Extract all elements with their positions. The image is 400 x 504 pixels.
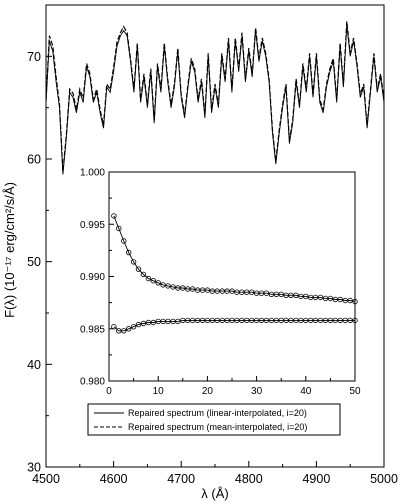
inset-x-ticks: 0 10 20 30 40 50 xyxy=(106,376,361,397)
main-x-tick-label: 5000 xyxy=(370,472,398,486)
inset-series-1-point xyxy=(352,298,358,305)
main-y-tick-label: 30 xyxy=(27,461,41,475)
inset-series-1-point xyxy=(189,286,196,292)
inset-x-tick-label: 10 xyxy=(153,386,165,397)
inset-series-2-point xyxy=(116,328,122,334)
inset-series-1-point xyxy=(303,293,309,300)
main-x-tick-label: 4900 xyxy=(302,472,330,486)
inset-series-1-point xyxy=(347,297,353,304)
inset-y-tick-label: 1.000 xyxy=(80,168,105,179)
inset-series-group xyxy=(111,213,358,334)
main-series-line-solid xyxy=(45,25,385,175)
inset-series-1-point xyxy=(180,285,186,291)
inset-x-tick-label: 20 xyxy=(202,386,214,397)
inset-series-1-point xyxy=(317,294,324,301)
main-x-axis-title: λ (Å) xyxy=(201,486,228,501)
inset-series-2-point xyxy=(140,320,147,327)
inset-series-2-point xyxy=(150,319,156,326)
inset-series-1-point xyxy=(125,249,132,256)
inset-series-1-point xyxy=(155,280,161,286)
inset-y-ticks: 0.980 0.985 0.990 0.995 1.000 xyxy=(80,168,114,388)
inset-series-1-point xyxy=(248,289,255,295)
main-x-tick-label: 4700 xyxy=(167,472,195,486)
inset-y-tick-label: 0.990 xyxy=(80,272,105,283)
inset-series-2-point xyxy=(175,318,181,325)
inset-series-2-point xyxy=(135,321,142,328)
inset-series-1-point xyxy=(327,295,334,302)
inset-series-1-point xyxy=(116,225,122,232)
main-x-tick-label: 4600 xyxy=(100,472,128,486)
inset-series-2-point xyxy=(121,328,127,334)
main-y-tick-label: 40 xyxy=(27,358,41,372)
main-y-tick-label: 50 xyxy=(27,255,41,269)
main-series-line-dashed xyxy=(45,21,385,172)
legend-label-solid: Repaired spectrum (linear-interpolated, … xyxy=(128,408,307,418)
main-y-tick-label: 70 xyxy=(27,50,41,64)
inset-y-tick-label: 0.985 xyxy=(80,324,105,335)
legend: Repaired spectrum (linear-interpolated, … xyxy=(87,403,341,436)
inset-series-1-point xyxy=(229,288,235,294)
main-x-tick-label: 4500 xyxy=(32,472,60,486)
inset-x-tick-label: 30 xyxy=(251,386,263,397)
main-y-axis-title: F(λ) (10⁻¹⁷ erg/cm²/s/Å) xyxy=(2,182,17,318)
inset-series-1-point xyxy=(135,266,142,272)
inset-series-2-point xyxy=(352,317,358,324)
inset-series-2-point xyxy=(130,324,137,330)
inset-x-tick-label: 0 xyxy=(106,386,112,397)
main-y-ticks: 30 40 50 60 70 xyxy=(27,50,52,475)
inset-series-1-point xyxy=(121,238,127,244)
inset-series-1-point xyxy=(293,292,299,298)
inset-series-1-point xyxy=(140,271,147,278)
inset-series-1-point xyxy=(145,275,152,282)
inset-series-1-point xyxy=(111,213,117,219)
inset-y-tick-label: 0.980 xyxy=(80,377,105,388)
inset-y-tick-label: 0.995 xyxy=(80,220,105,231)
inset-series-2-point xyxy=(125,326,132,332)
main-x-ticks: 4500 4600 4700 4800 4900 5000 xyxy=(32,461,398,486)
main-y-tick-label: 60 xyxy=(27,153,41,167)
inset-series-1-point xyxy=(160,282,166,288)
inset-chart: 0 10 20 30 40 50 0.980 0.985 0.990 0.995 1.000 xyxy=(80,168,361,398)
inset-series-1-point xyxy=(150,278,156,284)
inset-x-tick-label: 40 xyxy=(300,386,312,397)
inset-series-1-point xyxy=(130,259,137,265)
legend-box xyxy=(87,403,341,436)
legend-label-dashed: Repaired spectrum (mean-interpolated, i=… xyxy=(128,422,307,432)
inset-series-1-point xyxy=(170,284,176,290)
inset-series-1-point xyxy=(337,296,343,303)
main-x-tick-label: 4800 xyxy=(235,472,263,486)
inset-series-1-point xyxy=(263,290,270,296)
inset-series-1-point xyxy=(204,287,211,293)
inset-series-1-point xyxy=(278,291,284,297)
inset-series-1-point xyxy=(165,283,171,289)
main-series-group xyxy=(45,21,385,175)
inset-x-tick-label: 50 xyxy=(349,386,361,397)
